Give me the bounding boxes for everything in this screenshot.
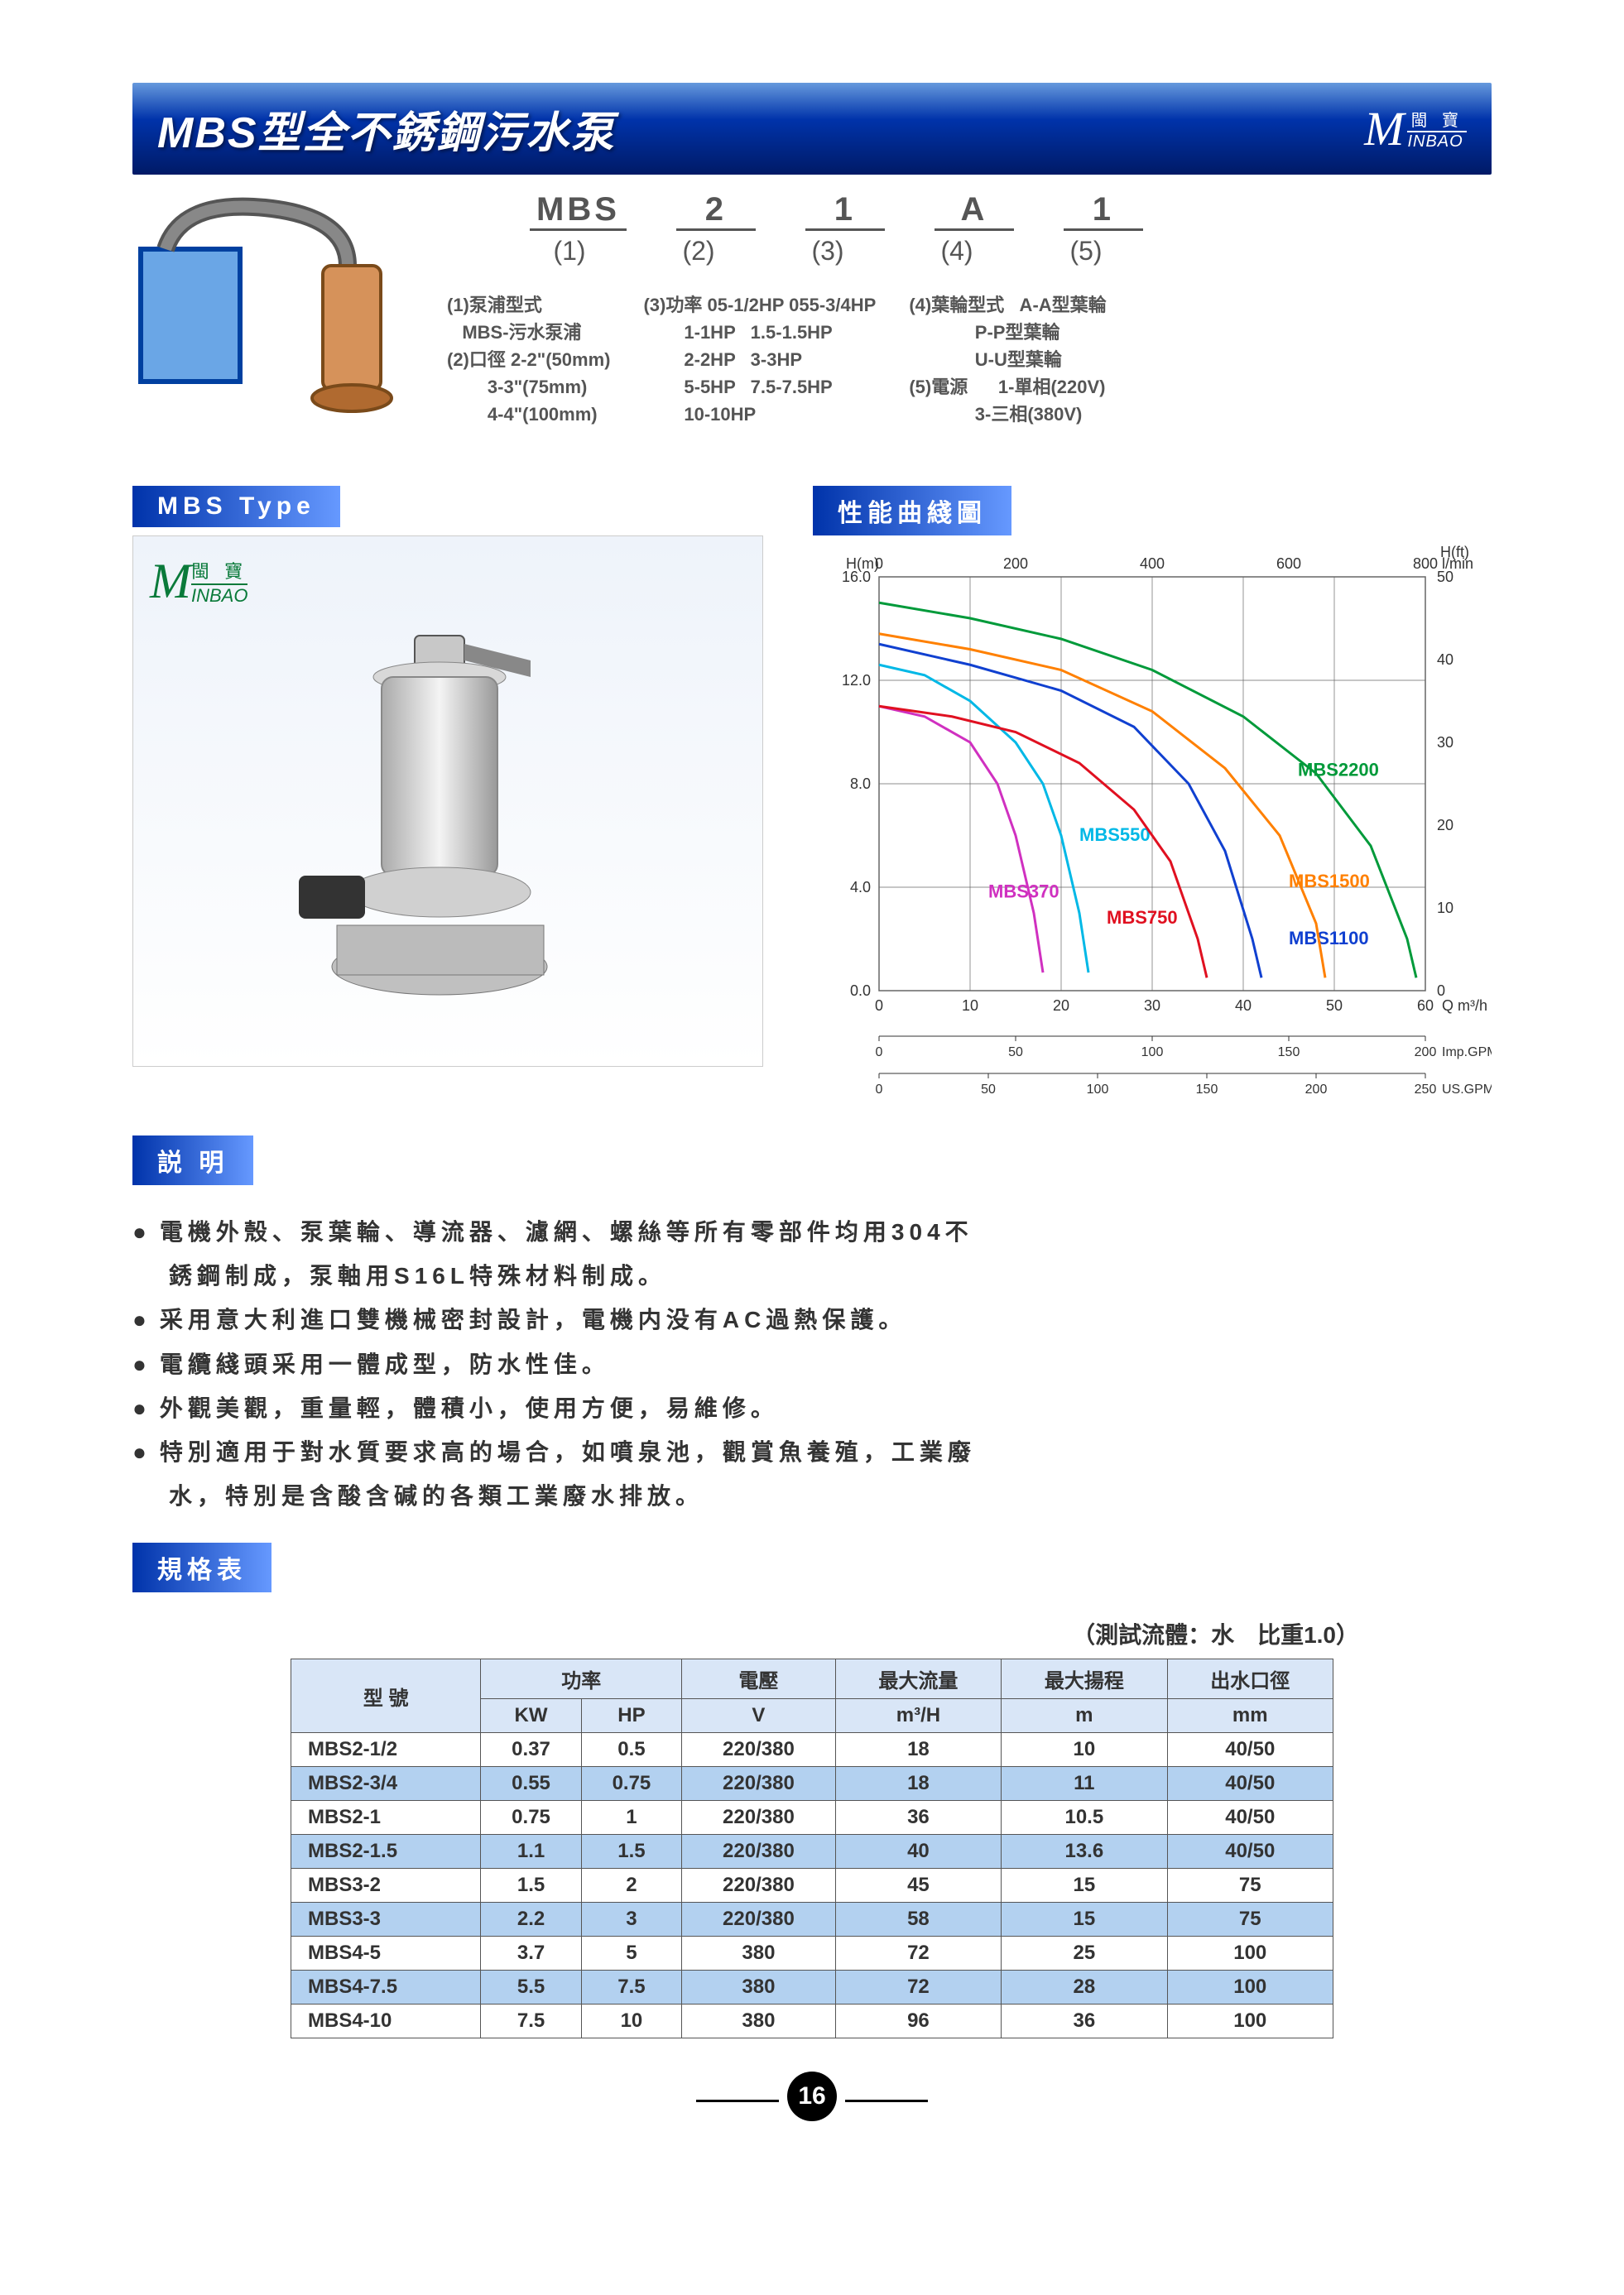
header-title: MBS型全不銹鋼污水泵	[157, 98, 616, 160]
svg-text:20: 20	[1053, 997, 1069, 1014]
svg-text:MBS1500: MBS1500	[1289, 871, 1370, 891]
model-code-part: 2	[676, 191, 756, 231]
table-row: MBS3-21.52220/380451575	[291, 1869, 1333, 1903]
svg-text:200: 200	[1003, 555, 1028, 572]
svg-text:MBS370: MBS370	[988, 881, 1059, 902]
brand-logo: M 閩 寶 INBAO	[1364, 101, 1467, 156]
model-code-sub: (4)	[917, 236, 997, 266]
legend-col-2: (3)功率 05-1/2HP 055-3/4HP 1-1HP 1.5-1.5HP…	[643, 291, 909, 428]
desc-line: ●電機外殼、泵葉輪、導流器、濾網、螺絲等所有零部件均用304不	[132, 1210, 1492, 1254]
desc-line: 銹鋼制成，泵軸用S16L特殊材料制成。	[132, 1254, 1492, 1298]
desc-line: ●外觀美觀，重量輕，體積小，使用方便，易維修。	[132, 1386, 1492, 1430]
model-code-sub: (3)	[788, 236, 867, 266]
svg-text:50: 50	[1326, 997, 1343, 1014]
model-code-sub: (1)	[530, 236, 609, 266]
svg-text:600: 600	[1276, 555, 1301, 572]
svg-text:10: 10	[962, 997, 978, 1014]
svg-text:MBS1100: MBS1100	[1289, 928, 1369, 948]
model-code-row: MBS 2 1 A 1 (1) (2) (3) (4) (5) (1)泵浦型式 MBS-污水泵浦…	[132, 191, 1492, 428]
description-list: ●電機外殼、泵葉輪、導流器、濾網、螺絲等所有零部件均用304不 銹鋼制成，泵軸用…	[132, 1210, 1492, 1518]
svg-text:0: 0	[876, 1045, 883, 1059]
model-code-sub: (5)	[1046, 236, 1126, 266]
desc-line: 水，特別是含酸含碱的各類工業廢水排放。	[132, 1474, 1492, 1518]
spec-section-tag: 規格表	[132, 1543, 271, 1592]
svg-text:60: 60	[1417, 997, 1434, 1014]
model-code-part: A	[935, 191, 1014, 231]
model-code-sub: (2)	[659, 236, 738, 266]
model-code-part: 1	[1064, 191, 1143, 231]
model-legend: (1)泵浦型式 MBS-污水泵浦 (2)口徑 2-2"(50mm) 3-3"(7…	[447, 291, 1492, 428]
svg-text:12.0: 12.0	[842, 672, 871, 689]
table-row: MBS3-32.23220/380581575	[291, 1903, 1333, 1937]
table-row: MBS2-1/20.370.5220/380181040/50	[291, 1733, 1333, 1767]
performance-chart: 0.04.08.012.016.001020304050600200400600…	[813, 544, 1492, 1107]
svg-text:0: 0	[1437, 982, 1445, 999]
product-logo-cn: 閩 寶	[191, 557, 247, 585]
spec-note: （測試流體：水 比重1.0）	[132, 1617, 1359, 1650]
svg-text:MBS750: MBS750	[1107, 907, 1178, 928]
page-number: 16	[787, 2072, 837, 2121]
svg-text:8.0: 8.0	[850, 775, 871, 792]
svg-text:20: 20	[1437, 817, 1453, 833]
legend-col-1: (1)泵浦型式 MBS-污水泵浦 (2)口徑 2-2"(50mm) 3-3"(7…	[447, 291, 643, 428]
desc-line: ●電纜綫頭采用一體成型，防水性佳。	[132, 1342, 1492, 1386]
legend-col-3: (4)葉輪型式 A-A型葉輪 P-P型葉輪 U-U型葉輪 (5)電源 1-單相(…	[909, 291, 1139, 428]
product-logo-m: M	[150, 553, 191, 610]
table-row: MBS2-3/40.550.75220/380181140/50	[291, 1767, 1333, 1801]
page-header: MBS型全不銹鋼污水泵 M 閩 寶 INBAO	[132, 83, 1492, 175]
table-row: MBS4-107.5103809636100	[291, 2005, 1333, 2038]
svg-text:0: 0	[876, 1083, 883, 1097]
pump-diagram	[132, 191, 447, 428]
table-row: MBS2-10.751220/3803610.540/50	[291, 1801, 1333, 1835]
svg-text:H(m): H(m)	[846, 555, 879, 572]
desc-section-tag: 説 明	[132, 1135, 253, 1185]
svg-text:50: 50	[1008, 1045, 1023, 1059]
desc-line: ●采用意大利進口雙機械密封設計，電機内没有AC過熱保護。	[132, 1298, 1492, 1342]
model-code-part: MBS	[530, 191, 627, 231]
svg-text:Imp.GPM: Imp.GPM	[1442, 1045, 1492, 1059]
svg-text:30: 30	[1437, 734, 1453, 751]
product-photo-box: M 閩 寶 INBAO	[132, 535, 763, 1067]
svg-text:800: 800	[1413, 555, 1438, 572]
svg-text:200: 200	[1305, 1083, 1328, 1097]
svg-text:0.0: 0.0	[850, 982, 871, 999]
svg-text:150: 150	[1196, 1083, 1218, 1097]
svg-text:200: 200	[1415, 1045, 1437, 1059]
svg-text:40: 40	[1437, 651, 1453, 668]
type-section-tag: MBS Type	[132, 486, 340, 527]
svg-text:30: 30	[1144, 997, 1160, 1014]
svg-text:MBS550: MBS550	[1079, 824, 1151, 845]
logo-m: M	[1364, 101, 1404, 156]
svg-text:US.GPM: US.GPM	[1442, 1083, 1492, 1097]
curve-section-tag: 性能曲綫圖	[813, 486, 1011, 535]
model-code-part: 1	[805, 191, 885, 231]
svg-text:50: 50	[1437, 569, 1453, 585]
table-row: MBS2-1.51.11.5220/3804013.640/50	[291, 1835, 1333, 1869]
model-code-subs: (1) (2) (3) (4) (5)	[447, 236, 1492, 266]
svg-text:Q m³/h: Q m³/h	[1442, 997, 1487, 1014]
spec-table: 型 號功率電壓最大流量最大揚程出水口徑 KWHPVm³/HmmmMBS2-1/2…	[291, 1659, 1333, 2038]
product-logo-en: INBAO	[191, 585, 247, 607]
table-row: MBS4-7.55.57.53807228100	[291, 1971, 1333, 2005]
svg-text:50: 50	[981, 1083, 996, 1097]
desc-line: ●特別適用于對水質要求高的場合，如噴泉池，觀賞魚養殖，工業廢	[132, 1430, 1492, 1474]
svg-text:0: 0	[875, 997, 883, 1014]
logo-cn: 閩 寶	[1407, 107, 1467, 132]
svg-text:MBS2200: MBS2200	[1298, 760, 1379, 780]
svg-text:100: 100	[1141, 1045, 1164, 1059]
product-logo: M 閩 寶 INBAO	[150, 553, 247, 610]
table-row: MBS4-53.753807225100	[291, 1937, 1333, 1971]
svg-text:10: 10	[1437, 900, 1453, 916]
model-code-parts: MBS 2 1 A 1	[447, 191, 1492, 231]
pump-icon	[266, 619, 646, 1033]
svg-text:150: 150	[1278, 1045, 1300, 1059]
logo-en: INBAO	[1407, 132, 1467, 151]
svg-text:H(ft): H(ft)	[1440, 544, 1469, 560]
page-number-row: 16	[132, 2072, 1492, 2121]
svg-text:100: 100	[1087, 1083, 1109, 1097]
svg-text:40: 40	[1235, 997, 1252, 1014]
svg-text:4.0: 4.0	[850, 879, 871, 895]
svg-text:400: 400	[1140, 555, 1165, 572]
svg-text:250: 250	[1415, 1083, 1437, 1097]
